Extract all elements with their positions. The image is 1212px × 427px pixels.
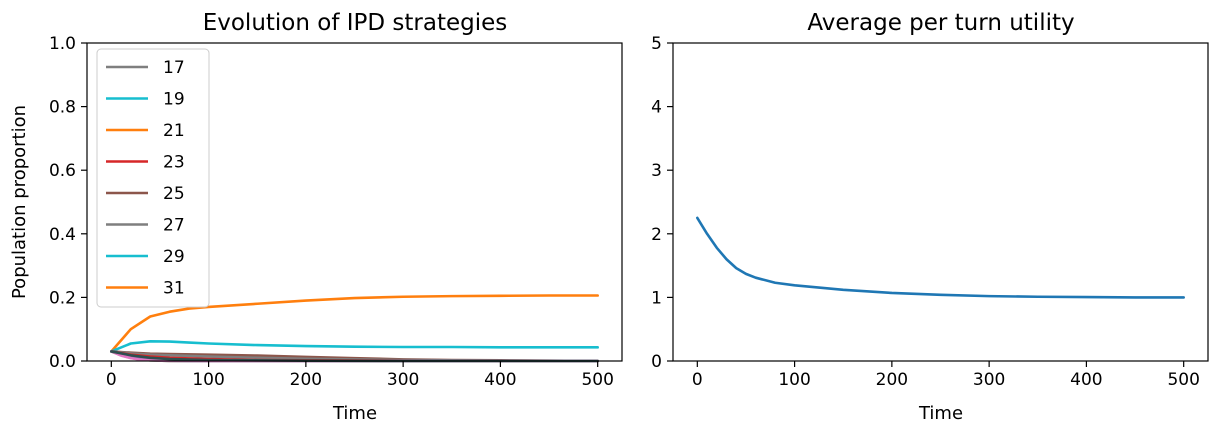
- legend-label: 17: [163, 58, 185, 78]
- series-layer: [696, 216, 1185, 299]
- x-tick-label: 100: [778, 370, 810, 390]
- y-ticks: 0 1 2 3 4 5: [651, 34, 673, 372]
- x-tick-label: 0: [106, 370, 117, 390]
- x-axis-label: Time: [918, 403, 963, 424]
- y-tick-label: 3: [651, 161, 662, 181]
- x-ticks: 0 100 200 300 400 500: [106, 361, 614, 390]
- x-tick-label: 100: [192, 370, 224, 390]
- y-tick-label: 5: [651, 34, 662, 54]
- plot-frame: [86, 42, 623, 362]
- x-tick-label: 200: [876, 370, 908, 390]
- plot-frame: [672, 42, 1209, 362]
- y-tick-label: 0.8: [49, 98, 76, 118]
- x-ticks: 0 100 200 300 400 500: [692, 361, 1200, 390]
- series-line-0: [696, 216, 1185, 299]
- x-axis-label: Time: [332, 403, 377, 424]
- legend-label: 25: [163, 184, 185, 204]
- legend-label: 31: [163, 279, 185, 299]
- x-tick-label: 0: [692, 370, 703, 390]
- legend: 17 19 21 23 25 27 29 31: [96, 48, 210, 308]
- y-tick-label: 0: [651, 352, 662, 372]
- y-tick-label: 0.4: [49, 225, 76, 245]
- x-tick-label: 300: [973, 370, 1005, 390]
- legend-label: 23: [163, 153, 185, 173]
- chart-title: Average per turn utility: [807, 10, 1074, 36]
- x-tick-label: 300: [387, 370, 419, 390]
- y-ticks: 0.0 0.2 0.4 0.6 0.8 1.0: [49, 34, 87, 372]
- series-line-0: [110, 294, 599, 353]
- chart-title: Evolution of IPD strategies: [203, 10, 508, 36]
- y-axis-label: Population proportion: [9, 105, 30, 299]
- legend-label: 21: [163, 121, 185, 141]
- legend-label: 19: [163, 90, 185, 110]
- y-tick-label: 0.2: [49, 288, 76, 308]
- average-utility-chart: Average per turn utility 0 100 200 300 400 50…: [651, 10, 1209, 424]
- y-tick-label: 1: [651, 288, 662, 308]
- y-tick-label: 0.6: [49, 161, 76, 181]
- x-tick-label: 400: [1070, 370, 1102, 390]
- x-tick-label: 500: [581, 370, 613, 390]
- x-tick-label: 500: [1167, 370, 1199, 390]
- y-tick-label: 2: [651, 225, 662, 245]
- legend-label: 27: [163, 216, 185, 236]
- x-tick-label: 400: [484, 370, 516, 390]
- legend-label: 29: [163, 247, 185, 267]
- strategy-evolution-chart: Evolution of IPD strategies 0 100 200 300 40…: [9, 10, 623, 424]
- x-tick-label: 200: [290, 370, 322, 390]
- legend-box: [96, 48, 210, 308]
- y-tick-label: 0.0: [49, 352, 76, 372]
- y-tick-label: 4: [651, 98, 662, 118]
- y-tick-label: 1.0: [49, 34, 76, 54]
- series-line-1: [110, 339, 599, 353]
